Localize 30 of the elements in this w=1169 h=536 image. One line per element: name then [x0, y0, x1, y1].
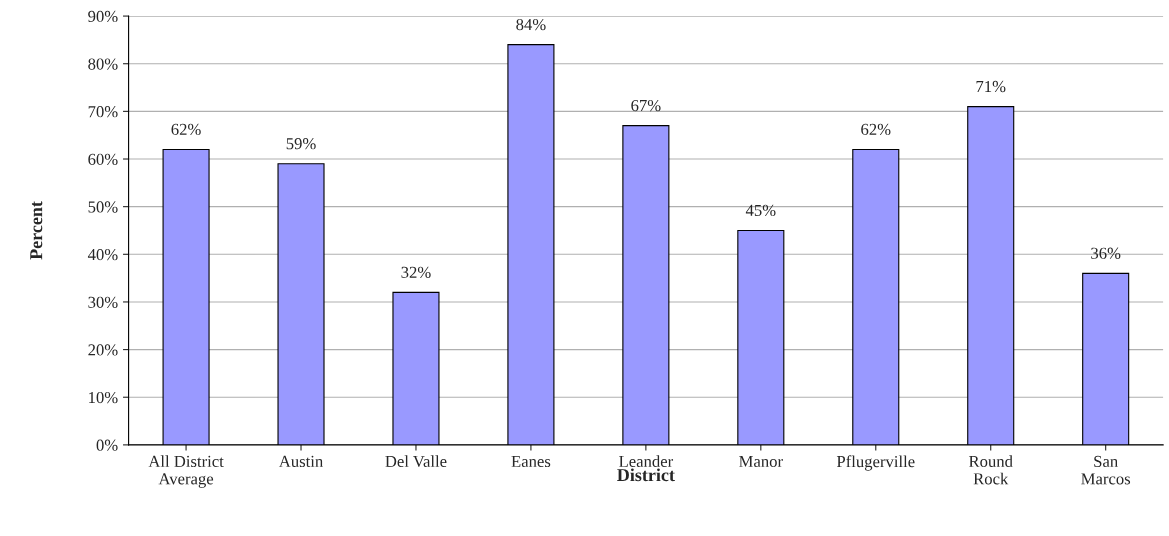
data-label: 84%	[516, 18, 546, 31]
y-tick-label: 90%	[88, 10, 118, 23]
data-label: 32%	[401, 266, 431, 278]
data-label: 36%	[1091, 247, 1121, 259]
y-tick-label: 50%	[88, 201, 118, 213]
x-tick-label: All District Average	[148, 455, 224, 488]
x-tick-label: Del Valle	[385, 455, 447, 468]
data-label: 71%	[976, 80, 1006, 93]
y-tick-label: 80%	[88, 58, 118, 70]
data-label: 67%	[631, 99, 661, 112]
y-tick-label: 40%	[87, 249, 118, 261]
x-tick-label: Round Rock	[968, 455, 1013, 485]
x-tick-label: Leander	[619, 455, 674, 468]
data-label: 62%	[861, 123, 891, 136]
x-tick-label: Austin	[278, 455, 323, 468]
x-tick-label: San Marcos	[1081, 455, 1131, 485]
y-tick-label: 10%	[89, 391, 118, 404]
y-tick-label: 20%	[88, 344, 118, 356]
y-tick-label: 0%	[96, 439, 118, 451]
x-tick-label: Manor	[739, 455, 783, 468]
x-tick-label: Eanes	[511, 455, 551, 468]
y-tick-label: 70%	[88, 106, 118, 118]
data-label: 59%	[286, 138, 316, 150]
y-tick-label: 60%	[88, 153, 118, 166]
data-label: 45%	[745, 204, 776, 217]
y-axis-title: Percent	[30, 201, 43, 260]
y-tick-label: 30%	[88, 296, 118, 308]
x-tick-label: Pflugerville	[836, 455, 915, 471]
x-axis-title: District	[617, 468, 675, 482]
data-label: 62%	[171, 123, 201, 136]
